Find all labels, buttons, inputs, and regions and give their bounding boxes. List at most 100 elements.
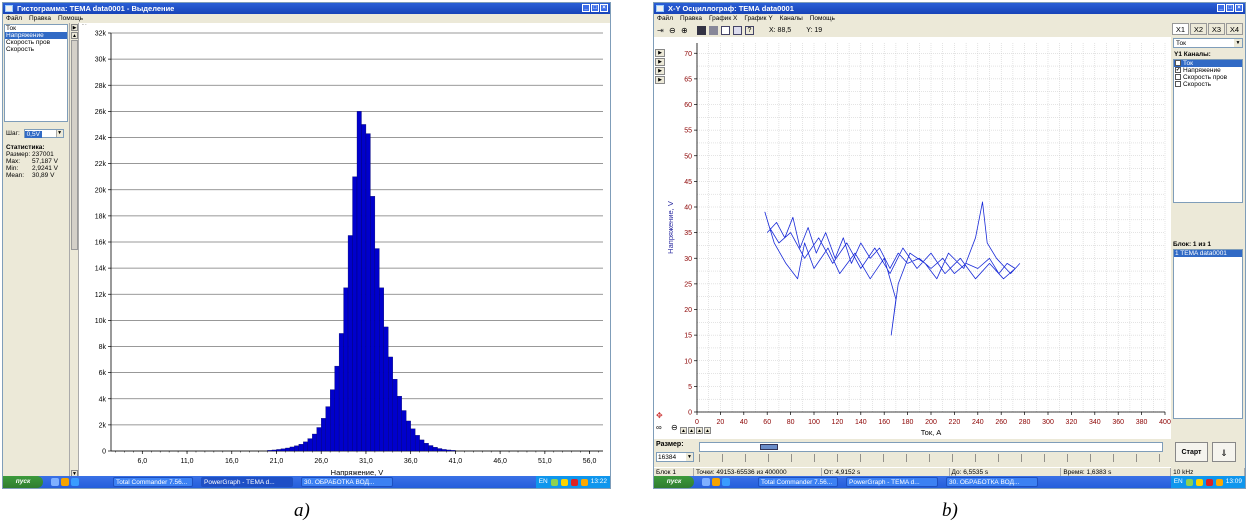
step-up-icon[interactable]: ▲ (680, 427, 687, 434)
channel-item[interactable]: Напряжение (5, 32, 67, 39)
paste-icon[interactable] (733, 25, 742, 35)
arrow-right-icon[interactable]: ▶ (655, 49, 665, 57)
panel-splitter[interactable]: ▶ ▲ ▼ (69, 23, 79, 478)
taskbar-task[interactable]: 30. ОБРАБОТКА ВОД... (946, 477, 1038, 487)
menu-edit[interactable]: Правка (679, 15, 702, 22)
minimize-icon[interactable]: _ (1217, 4, 1225, 12)
chevron-down-icon[interactable]: ▼ (1234, 39, 1242, 47)
browser-icon[interactable] (61, 478, 69, 486)
histogram-bar (446, 449, 452, 452)
tab-x2[interactable]: X2 (1190, 23, 1207, 35)
block-item[interactable]: 1 TEMA data0001 (1174, 250, 1242, 257)
zoom-in-icon[interactable]: ⊕ (681, 25, 688, 35)
save-icon[interactable] (697, 25, 706, 35)
channel-item[interactable]: Скорость пров (6, 39, 51, 46)
copy-icon[interactable] (721, 25, 730, 35)
maximize-icon[interactable]: □ (591, 4, 599, 12)
chevron-down-icon[interactable]: ▼ (686, 453, 693, 461)
channel-item[interactable]: Ток (6, 25, 16, 32)
zoom-out-icon[interactable]: ⊖ (669, 25, 676, 35)
print-icon[interactable] (709, 25, 718, 35)
flag-icon[interactable] (570, 478, 578, 486)
desktop-icon[interactable] (702, 478, 710, 486)
arrow-right-icon[interactable]: ▶ (655, 67, 665, 75)
start-button[interactable]: Старт (1175, 442, 1208, 462)
checkbox[interactable] (1175, 81, 1181, 88)
shield-icon[interactable] (580, 478, 588, 486)
position-slider-thumb[interactable] (760, 444, 778, 450)
checkbox-checked[interactable]: ✔ (1175, 67, 1181, 74)
tab-x3[interactable]: X3 (1208, 23, 1225, 35)
menu-file[interactable]: Файл (657, 15, 673, 22)
chevron-down-icon[interactable]: ▼ (55, 130, 63, 137)
menu-help[interactable]: Помощь (809, 15, 835, 22)
histogram-bar (330, 389, 335, 452)
ie-icon[interactable] (722, 478, 730, 486)
lang-indicator[interactable]: EN (538, 478, 548, 485)
y-channel-item[interactable]: ✔ Напряжение (1174, 67, 1242, 74)
network-icon[interactable] (550, 478, 558, 486)
security-icon[interactable] (1195, 478, 1203, 486)
checkbox[interactable] (1175, 74, 1181, 81)
network-icon[interactable] (1185, 478, 1193, 486)
close-icon[interactable]: × (600, 4, 608, 12)
xy-scope-window: X-Y Осциллограф: TEMA data0001 _ □ × Фай… (653, 2, 1246, 489)
maximize-icon[interactable]: □ (1226, 4, 1234, 12)
taskbar-task[interactable]: PowerGraph - TEMA d... (846, 477, 938, 487)
shield-icon[interactable] (1215, 478, 1223, 486)
minimize-icon[interactable]: _ (582, 4, 590, 12)
browser-icon[interactable] (712, 478, 720, 486)
security-icon[interactable] (560, 478, 568, 486)
scroll-up-arrow-icon[interactable]: ▲ (71, 32, 78, 39)
arrow-right-icon[interactable]: ▶ (655, 76, 665, 84)
start-button[interactable]: пуск (654, 476, 694, 488)
menu-graph-x[interactable]: График X (708, 15, 738, 22)
menu-graph-y[interactable]: График Y (744, 15, 773, 22)
step-up-icon[interactable]: ▲ (704, 427, 711, 434)
ie-icon[interactable] (71, 478, 79, 486)
scrollbar-thumb[interactable] (71, 40, 78, 250)
cursor-icon[interactable]: ⇥ (657, 25, 664, 35)
close-icon[interactable]: × (1235, 4, 1243, 12)
taskbar-task[interactable]: Total Commander 7.56... (758, 477, 838, 487)
y-channel-item[interactable]: Скорость пров (1174, 74, 1242, 81)
help-icon[interactable]: ? (745, 25, 754, 35)
channel-list[interactable]: Ток Напряжение Скорость пров Скорость (4, 24, 68, 122)
tab-x1[interactable]: X1 (1172, 23, 1189, 35)
y-tick-label: 15 (684, 333, 692, 340)
step-select[interactable]: 0,5V ▼ (23, 129, 64, 138)
taskbar-task[interactable]: 30. ОБРАБОТКА ВОД... (301, 477, 393, 487)
lang-indicator[interactable]: EN (1173, 478, 1183, 485)
menu-help[interactable]: Помощь (57, 15, 84, 22)
zoom-icon[interactable]: ⊖ (671, 423, 678, 432)
taskbar-task[interactable]: PowerGraph - TEMA d... (201, 477, 293, 487)
status-bar: Блок 1 Точки: 49153-65536 из 400000 От: … (654, 468, 1245, 478)
pan-icon[interactable]: ✥ (656, 411, 663, 420)
position-slider-track[interactable] (699, 442, 1163, 452)
y-channel-label: Скорость пров (1183, 74, 1228, 81)
start-button[interactable]: пуск (3, 476, 43, 488)
y-channel-item[interactable]: Ток (1174, 60, 1242, 67)
menu-file[interactable]: Файл (6, 15, 22, 22)
size-select[interactable]: 16384 ▼ (656, 452, 694, 462)
x-channel-select[interactable]: Ток ▼ (1173, 38, 1243, 48)
step-up-icon[interactable]: ▲ (688, 427, 695, 434)
y-channel-label: Напряжение (1183, 67, 1221, 74)
arrow-right-icon[interactable]: ▶ (655, 58, 665, 66)
scroll-up-icon[interactable]: ▶ (71, 24, 78, 31)
tab-x4[interactable]: X4 (1226, 23, 1243, 35)
binoculars-icon[interactable]: ∞ (656, 423, 662, 432)
checkbox[interactable] (1175, 60, 1181, 67)
desktop-icon[interactable] (51, 478, 59, 486)
flag-icon[interactable] (1205, 478, 1213, 486)
y-channel-item[interactable]: Скорость (1174, 81, 1242, 88)
menu-edit[interactable]: Правка (28, 15, 51, 22)
xy-titlebar[interactable]: X-Y Осциллограф: TEMA data0001 _ □ × (654, 3, 1245, 14)
step-up-icon[interactable]: ▲ (696, 427, 703, 434)
taskbar-task[interactable]: Total Commander 7.56... (113, 477, 193, 487)
export-icon[interactable]: ⇓ (1212, 442, 1236, 462)
window-controls: _ □ × (1217, 4, 1243, 12)
channel-item[interactable]: Скорость (6, 46, 35, 53)
histogram-titlebar[interactable]: Гистограмма: TEMA data0001 - Выделение _… (3, 3, 610, 14)
menu-channels[interactable]: Каналы (779, 15, 803, 22)
